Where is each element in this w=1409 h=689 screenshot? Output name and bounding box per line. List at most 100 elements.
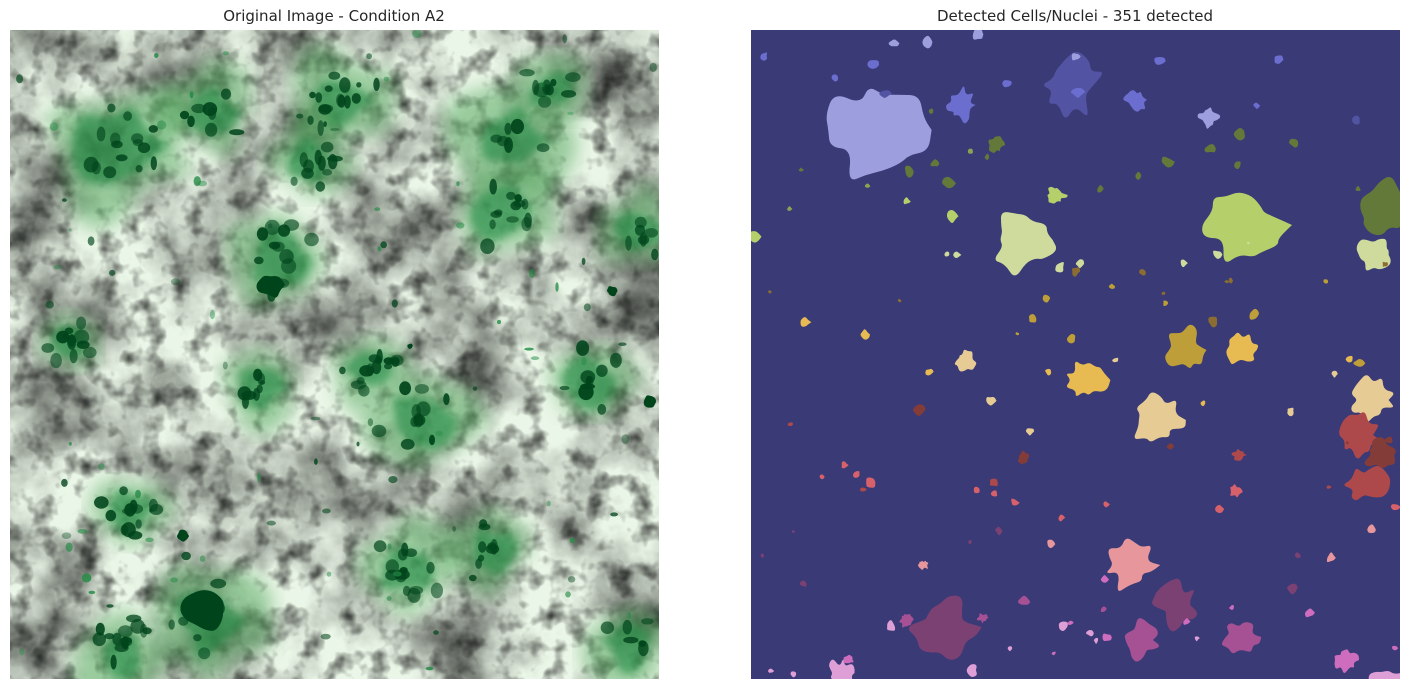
nucleus-dot (107, 103, 116, 113)
nucleus-dot (296, 113, 304, 119)
detected-cell-fragment (903, 197, 911, 205)
detected-cells-panel (751, 30, 1400, 679)
nucleus-dot (414, 384, 429, 394)
nucleus-dot (307, 115, 314, 125)
nucleus-dot (644, 228, 659, 238)
nucleus-dot (565, 72, 581, 82)
detected-cell-fragment (1093, 637, 1099, 644)
detected-cell-fragment (1345, 441, 1349, 445)
detected-cell-fragment (984, 153, 990, 160)
detected-cell-fragment (1208, 316, 1218, 328)
nucleus-dot (330, 127, 340, 132)
nucleus-dot (366, 53, 372, 60)
detected-cell-region (1231, 449, 1248, 461)
detected-cell-fragment (995, 526, 1003, 536)
detected-cell-fragment (768, 290, 772, 294)
large-nucleus (256, 275, 286, 298)
nucleus-dot (497, 319, 501, 325)
nucleus-dot (610, 512, 618, 517)
nucleus-dot (68, 441, 72, 446)
detected-cell-fragment (1161, 291, 1166, 295)
detected-cell-region (1339, 412, 1379, 459)
nucleus-dot (210, 578, 227, 589)
detected-cell-fragment (1331, 370, 1338, 378)
nucleus-dot (148, 125, 158, 133)
nucleus-dot (193, 634, 202, 642)
nucleus-dot (359, 365, 375, 377)
detected-cell-fragment (1274, 55, 1284, 64)
detected-cell-fragment (942, 176, 956, 189)
detected-cell-fragment (1103, 501, 1110, 508)
nucleus-dot (237, 386, 252, 401)
detected-cell-fragment (928, 108, 934, 114)
nucleus-dot (344, 95, 351, 109)
cluster-core (603, 621, 651, 675)
nucleus-dot (510, 118, 524, 135)
nucleus-dot (530, 356, 540, 361)
nucleus-dot (135, 165, 143, 173)
detected-cell-fragment (1097, 185, 1104, 193)
nucleus-dot (220, 88, 232, 100)
detected-cell-fragment (798, 167, 804, 172)
detected-cell-fragment (1287, 407, 1294, 417)
detected-cell-fragment (1015, 332, 1020, 336)
detected-cell-fragment (1246, 241, 1251, 245)
nucleus-dot (76, 340, 90, 349)
nucleus-dot (315, 92, 323, 103)
nucleus-dot (256, 384, 263, 394)
nucleus-dot (120, 524, 129, 536)
detected-cell-fragment (1100, 606, 1107, 613)
nucleus-dot (634, 216, 647, 228)
nucleus-dot (118, 625, 133, 638)
nucleus-dot (145, 537, 154, 543)
nucleus-dot (621, 434, 630, 444)
nucleus-dot (433, 630, 439, 635)
nucleus-dot (328, 71, 341, 80)
detected-cell-fragment (1002, 80, 1012, 88)
nucleus-dot (581, 257, 586, 265)
detected-cell-fragment (888, 39, 900, 47)
nucleus-dot (77, 529, 88, 534)
detected-cell-fragment (1215, 504, 1225, 513)
detected-cell-region (1197, 107, 1221, 129)
nucleus-dot (326, 571, 332, 577)
detected-cell-fragment (1017, 595, 1031, 605)
nucleus-dot (490, 134, 503, 143)
nucleus-dot (479, 519, 488, 528)
detected-cell-fragment (1287, 583, 1298, 595)
nucleus-dot (81, 573, 92, 583)
nucleus-dot (229, 129, 245, 136)
detected-cell-fragment (1055, 261, 1064, 273)
nucleus-dot (149, 508, 153, 513)
nucleus-dot (110, 132, 121, 146)
detected-cell-fragment (922, 35, 933, 49)
detected-cell-fragment (790, 671, 797, 678)
panel-title-detected: Detected Cells/Nuclei - 351 detected (936, 7, 1214, 25)
detected-cell-region (1202, 192, 1292, 262)
detected-cell-fragment (1228, 277, 1233, 284)
nucleus-dot (528, 268, 535, 278)
detected-cell-fragment (1028, 314, 1037, 323)
nucleus-dot (41, 343, 55, 353)
nucleus-dot (386, 596, 392, 601)
detected-cell-fragment (1200, 400, 1206, 407)
detected-cell-fragment (1100, 575, 1109, 583)
nucleus-dot (559, 385, 570, 391)
detected-cell-fragment (787, 206, 793, 211)
detected-cell-fragment (1305, 608, 1315, 618)
nucleus-dot (56, 330, 70, 344)
detected-cell-fragment (867, 60, 880, 69)
detected-cell-fragment (1355, 185, 1361, 192)
nucleus-dot (504, 122, 512, 135)
detected-cell-region (1017, 450, 1030, 465)
nucleus-dot (356, 82, 362, 88)
detected-cell-fragment (853, 470, 860, 478)
detected-cell-fragment (768, 668, 775, 673)
nucleus-dot (596, 364, 608, 377)
detected-cell-fragment (1051, 651, 1056, 656)
nucleus-dot (384, 363, 393, 370)
nucleus-dot (16, 74, 24, 84)
detected-cell-fragment (946, 209, 959, 224)
detected-cell-region (843, 654, 854, 664)
nucleus-dot (580, 383, 595, 390)
